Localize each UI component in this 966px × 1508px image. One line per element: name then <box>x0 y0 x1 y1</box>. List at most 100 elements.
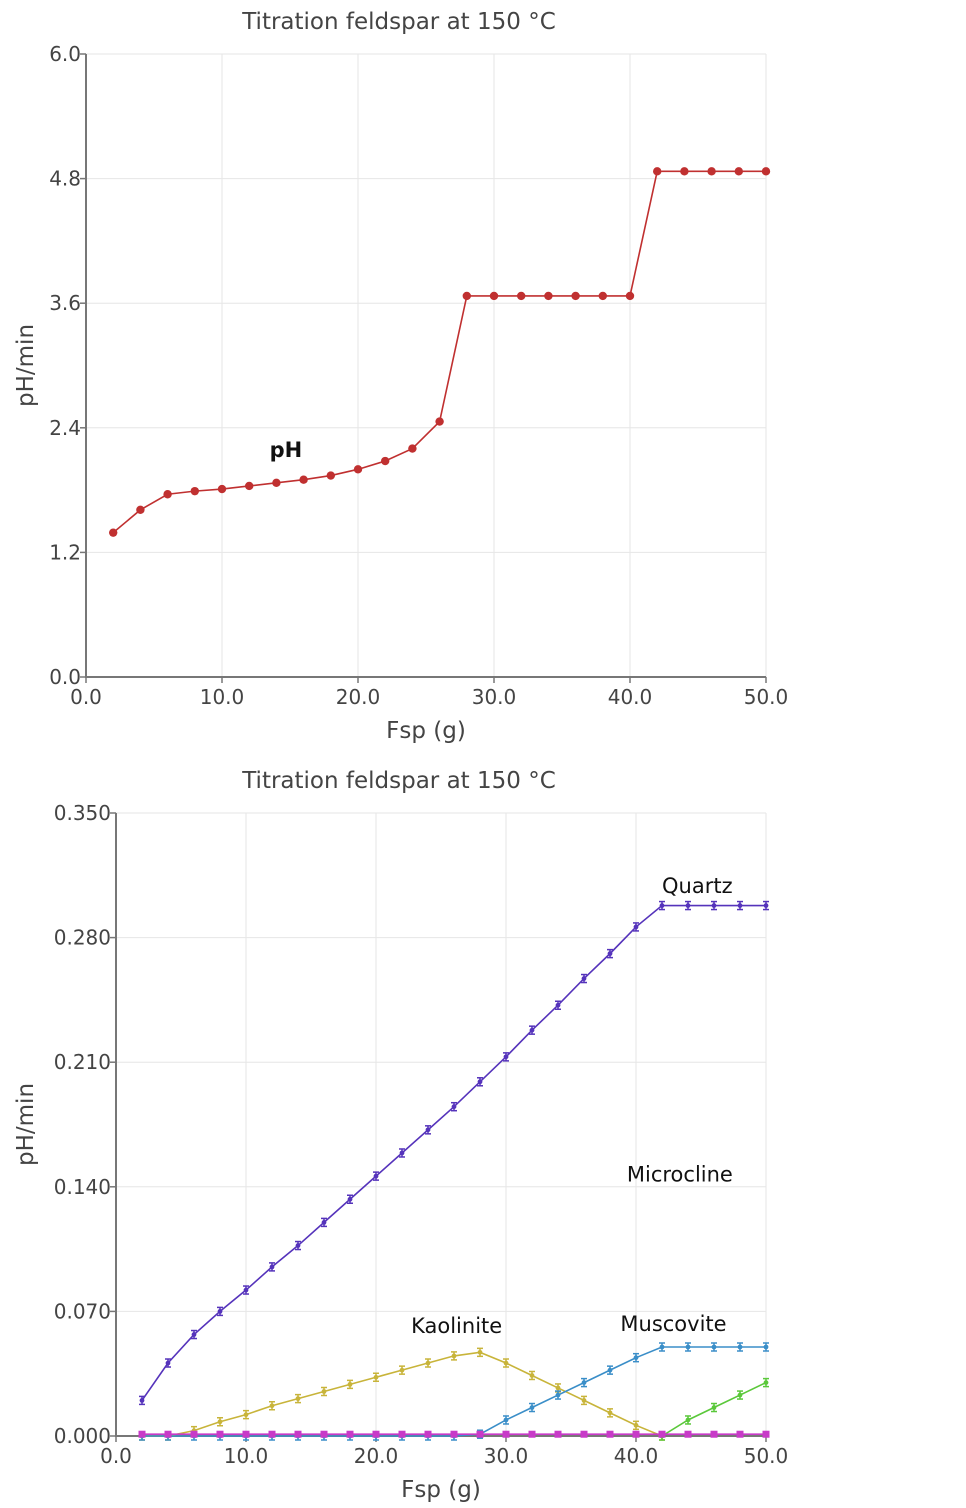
data-point <box>295 1240 301 1251</box>
data-point <box>347 1194 353 1205</box>
data-point <box>353 465 363 474</box>
data-point <box>711 1402 717 1413</box>
data-point <box>424 1430 432 1438</box>
data-point <box>217 1306 223 1317</box>
data-point <box>217 1417 223 1427</box>
x-tick-label: 10.0 <box>200 685 245 709</box>
x-tick-label: 0.0 <box>100 1444 132 1468</box>
y-tick-label: 0.350 <box>54 801 111 825</box>
x-tick-label: 0.0 <box>70 685 102 709</box>
data-point <box>544 291 553 301</box>
data-point <box>571 291 580 301</box>
data-point <box>243 1285 249 1295</box>
series-ph: pH <box>109 167 771 537</box>
data-point <box>451 1101 457 1112</box>
data-point <box>373 1171 379 1181</box>
data-point <box>711 900 717 911</box>
data-point <box>346 1430 354 1438</box>
y-tick-label: 4.8 <box>49 167 81 191</box>
data-point <box>607 948 613 959</box>
data-point <box>294 1430 302 1438</box>
data-point <box>451 1351 457 1361</box>
data-point <box>607 1365 613 1375</box>
x-tick-label: 40.0 <box>614 1444 659 1468</box>
y-tick-label: 1.2 <box>49 540 81 564</box>
data-point <box>598 291 607 301</box>
data-point <box>763 1377 769 1388</box>
data-point <box>109 528 118 537</box>
series-label: Kaolinite <box>411 1314 502 1338</box>
data-point <box>685 1415 691 1425</box>
data-point <box>761 167 771 176</box>
data-point <box>477 1077 483 1087</box>
data-point <box>633 922 639 932</box>
data-point <box>763 1342 769 1352</box>
data-point <box>450 1430 458 1438</box>
y-tick-label: 0.000 <box>54 1424 111 1448</box>
data-point <box>580 1430 588 1438</box>
data-point <box>462 291 471 301</box>
y-axis-label: pH/min <box>13 1083 39 1166</box>
data-point <box>711 1342 717 1352</box>
data-point <box>136 505 145 515</box>
series-kaolinite: Kaolinite <box>139 1314 665 1441</box>
series-line <box>112 170 766 534</box>
y-axis-label: pH/min <box>13 324 39 407</box>
series-microcline: Microcline <box>627 1162 769 1441</box>
data-point <box>529 1025 535 1035</box>
data-point <box>633 1352 639 1363</box>
data-point <box>581 1377 587 1388</box>
data-point <box>554 1430 562 1438</box>
x-tick-label: 20.0 <box>336 685 381 709</box>
chart-minerals: 0.0 10.0 20.0 30.0 40.0 50.0 0.000 0.070 0.140 0.… <box>13 768 788 1503</box>
data-point <box>555 1390 561 1400</box>
series-label: Muscovite <box>620 1312 726 1336</box>
data-point <box>425 1125 431 1135</box>
data-point <box>503 1415 509 1425</box>
data-point <box>503 1052 509 1062</box>
data-point <box>529 1402 535 1413</box>
data-point <box>685 900 691 911</box>
series-label: Microcline <box>627 1162 733 1186</box>
data-point <box>737 1342 743 1352</box>
data-point <box>165 1358 171 1368</box>
series-quartz: Quartz <box>139 874 769 1406</box>
data-point <box>736 1430 744 1438</box>
data-point <box>295 1393 301 1404</box>
y-tick-label: 6.0 <box>49 42 81 66</box>
data-point <box>191 1329 197 1340</box>
x-tick-label: 50.0 <box>744 685 789 709</box>
series-unnamed <box>138 1430 770 1438</box>
chart-title: Titration feldspar at 150 °C <box>241 9 556 35</box>
data-point <box>299 475 308 484</box>
data-point <box>607 1408 613 1418</box>
data-point <box>477 1347 483 1358</box>
x-axis-label: Fsp (g) <box>401 1477 481 1503</box>
data-point <box>216 1430 224 1438</box>
data-point <box>658 1430 666 1438</box>
data-point <box>734 167 743 176</box>
data-point <box>659 900 665 911</box>
y-tick-label: 0.140 <box>54 1175 111 1199</box>
x-tick-label: 50.0 <box>744 1444 789 1468</box>
data-point <box>632 1430 640 1438</box>
y-tick-label: 2.4 <box>49 416 81 440</box>
data-point <box>326 471 335 480</box>
data-point <box>653 167 662 176</box>
chart-title: Titration feldspar at 150 °C <box>241 768 556 794</box>
x-tick-label: 20.0 <box>354 1444 399 1468</box>
data-point <box>517 291 526 301</box>
data-point <box>190 486 199 496</box>
data-point <box>268 1430 276 1438</box>
data-point <box>625 291 635 301</box>
data-point <box>435 417 444 426</box>
data-point <box>425 1358 431 1368</box>
data-point <box>381 456 390 466</box>
data-point <box>321 1386 327 1397</box>
y-tick-label: 3.6 <box>49 291 81 315</box>
data-point <box>163 490 172 499</box>
data-point <box>502 1430 510 1438</box>
y-tick-label: 0.0 <box>49 665 81 689</box>
data-point <box>242 1430 250 1438</box>
data-point <box>762 1430 770 1438</box>
